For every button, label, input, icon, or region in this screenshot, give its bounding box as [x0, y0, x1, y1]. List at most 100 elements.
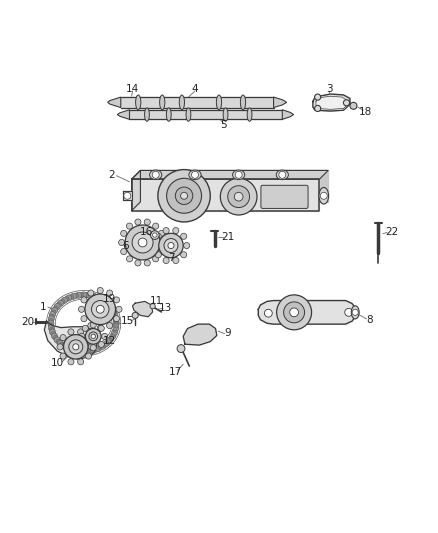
Circle shape	[159, 233, 183, 258]
Circle shape	[79, 333, 85, 340]
Circle shape	[88, 322, 94, 329]
Circle shape	[60, 353, 66, 359]
Text: 10: 10	[51, 358, 64, 368]
Ellipse shape	[247, 108, 252, 122]
Circle shape	[120, 248, 127, 255]
Circle shape	[111, 332, 117, 337]
Text: 21: 21	[221, 232, 234, 242]
Circle shape	[85, 353, 92, 359]
Polygon shape	[283, 110, 293, 119]
Polygon shape	[258, 301, 355, 324]
Circle shape	[113, 325, 119, 331]
Circle shape	[107, 303, 113, 310]
Ellipse shape	[189, 170, 201, 180]
Text: 1: 1	[40, 302, 47, 312]
Circle shape	[163, 257, 169, 263]
Circle shape	[350, 102, 357, 109]
Circle shape	[61, 343, 67, 349]
Text: 18: 18	[359, 107, 372, 117]
Circle shape	[48, 318, 53, 324]
Circle shape	[84, 349, 89, 354]
Circle shape	[98, 345, 103, 350]
Circle shape	[113, 327, 118, 333]
Circle shape	[234, 192, 243, 201]
Circle shape	[48, 325, 54, 331]
Circle shape	[180, 192, 187, 199]
Polygon shape	[133, 302, 152, 317]
Circle shape	[175, 187, 193, 205]
Circle shape	[49, 329, 56, 335]
Circle shape	[127, 223, 133, 229]
Circle shape	[168, 243, 174, 248]
Text: 7: 7	[169, 253, 175, 263]
Circle shape	[75, 292, 81, 298]
Circle shape	[48, 316, 54, 322]
Circle shape	[66, 345, 72, 352]
Text: 5: 5	[220, 119, 227, 130]
Circle shape	[144, 260, 150, 266]
Ellipse shape	[223, 108, 228, 122]
Text: 8: 8	[366, 315, 373, 325]
Circle shape	[51, 308, 57, 313]
Circle shape	[173, 228, 179, 233]
Circle shape	[124, 192, 131, 199]
Circle shape	[68, 329, 74, 335]
Circle shape	[49, 314, 54, 319]
Ellipse shape	[179, 95, 184, 110]
Polygon shape	[117, 110, 130, 119]
Circle shape	[113, 314, 118, 319]
Circle shape	[98, 296, 103, 302]
Circle shape	[97, 325, 103, 331]
Circle shape	[135, 219, 141, 225]
Circle shape	[56, 339, 61, 344]
Circle shape	[82, 325, 88, 332]
Text: 3: 3	[326, 84, 332, 94]
Circle shape	[173, 257, 179, 263]
Ellipse shape	[216, 95, 222, 110]
Circle shape	[95, 345, 102, 352]
Circle shape	[98, 325, 104, 332]
Circle shape	[127, 256, 133, 262]
Text: 19: 19	[103, 294, 117, 304]
Ellipse shape	[166, 108, 171, 122]
Polygon shape	[123, 191, 132, 200]
Circle shape	[112, 329, 118, 335]
Circle shape	[88, 293, 94, 298]
Circle shape	[352, 309, 358, 316]
Circle shape	[69, 340, 83, 354]
Circle shape	[107, 337, 113, 343]
Text: 17: 17	[169, 367, 182, 377]
Text: 4: 4	[192, 84, 198, 94]
Circle shape	[235, 171, 242, 179]
Circle shape	[220, 179, 257, 215]
Circle shape	[150, 231, 159, 239]
Circle shape	[71, 347, 77, 353]
Circle shape	[78, 306, 85, 312]
Circle shape	[85, 294, 116, 325]
Ellipse shape	[150, 170, 162, 180]
Ellipse shape	[186, 108, 191, 122]
Circle shape	[64, 345, 69, 350]
Circle shape	[56, 302, 61, 308]
Circle shape	[60, 299, 65, 304]
Circle shape	[277, 295, 311, 330]
Circle shape	[91, 334, 95, 338]
Circle shape	[290, 308, 298, 317]
Circle shape	[152, 243, 158, 248]
Circle shape	[144, 219, 150, 225]
Ellipse shape	[159, 95, 165, 110]
Circle shape	[86, 348, 92, 354]
Polygon shape	[132, 179, 319, 211]
Circle shape	[138, 238, 147, 247]
Circle shape	[71, 293, 77, 300]
Circle shape	[150, 304, 155, 309]
Circle shape	[314, 106, 321, 111]
Circle shape	[81, 349, 87, 354]
Circle shape	[104, 340, 110, 346]
Circle shape	[57, 340, 64, 346]
Circle shape	[345, 309, 353, 316]
Polygon shape	[274, 97, 287, 108]
Polygon shape	[316, 96, 347, 109]
Circle shape	[78, 292, 84, 297]
Circle shape	[51, 332, 56, 337]
